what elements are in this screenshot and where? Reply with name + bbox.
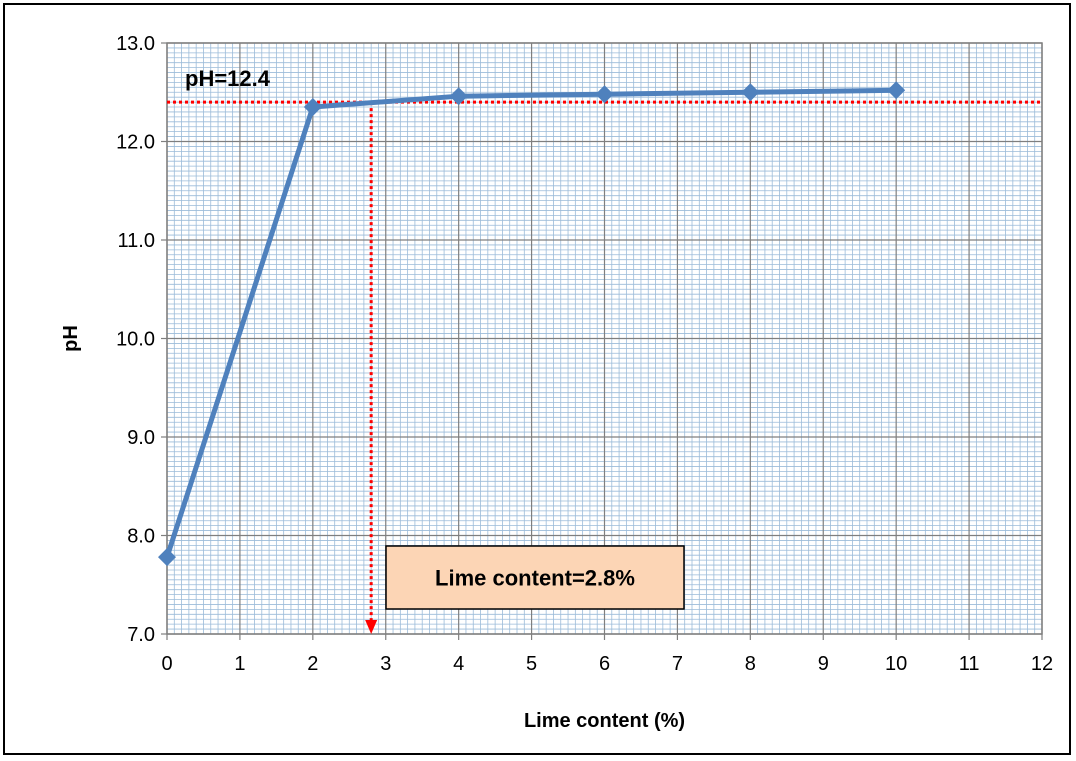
annotations: pH=12.4 Lime content=2.8% (185, 66, 685, 610)
data-point-marker (741, 83, 760, 102)
series-line (164, 87, 897, 558)
y-tick-label: 7.0 (127, 624, 155, 646)
y-tick-label: 8.0 (127, 526, 155, 548)
y-tick-label: 11.0 (118, 230, 155, 252)
lime-reference-arrowhead (365, 620, 378, 634)
series (158, 81, 906, 567)
data-point-marker (158, 548, 176, 567)
x-tick-labels: 0 1 2 3 4 5 6 7 8 9 10 11 12 (161, 653, 1053, 675)
data-point-marker (303, 98, 322, 117)
x-tick-label: 12 (1031, 653, 1053, 675)
x-tick-label: 7 (672, 653, 683, 675)
y-tick-label: 10.0 (116, 329, 155, 351)
x-tick-label: 9 (818, 653, 829, 675)
y-tick-label: 12.0 (116, 132, 155, 154)
x-tick-label: 0 (161, 653, 172, 675)
y-axis-title: pH (60, 325, 82, 352)
lime-annotation-text: Lime content=2.8% (435, 566, 635, 591)
x-tick-label: 6 (599, 653, 610, 675)
lime-annotation-box (385, 545, 685, 610)
x-tick-label: 4 (453, 653, 464, 675)
x-tick-label: 5 (526, 653, 537, 675)
x-tick-label: 1 (234, 653, 245, 675)
x-tick-label: 2 (307, 653, 318, 675)
line-chart: 0 1 2 3 4 5 6 7 8 9 10 11 12 7.08.09.010.011.012.013… (60, 33, 1053, 732)
data-point-marker (595, 85, 614, 104)
chart-frame: 0 1 2 3 4 5 6 7 8 9 10 11 12 7.0 8.0 9.0 10.0 11.0 12.0 13… (3, 3, 1071, 755)
y-tick-label: 9.0 (127, 427, 155, 449)
ph-annotation: pH=12.4 (185, 66, 271, 91)
data-point-marker (449, 87, 468, 106)
x-tick-label: 10 (885, 653, 907, 675)
y-tick-label: 13.0 (116, 33, 155, 55)
x-tick-label: 11 (959, 653, 980, 675)
x-tick-label: 3 (380, 653, 391, 675)
data-point-marker (887, 81, 906, 100)
x-tick-label: 8 (745, 653, 756, 675)
axes (161, 42, 1043, 640)
x-axis-title: Lime content (%) (524, 710, 685, 732)
y-tick-labels: 7.0 8.0 9.0 10.0 11.0 12.0 13.0 (116, 33, 155, 646)
